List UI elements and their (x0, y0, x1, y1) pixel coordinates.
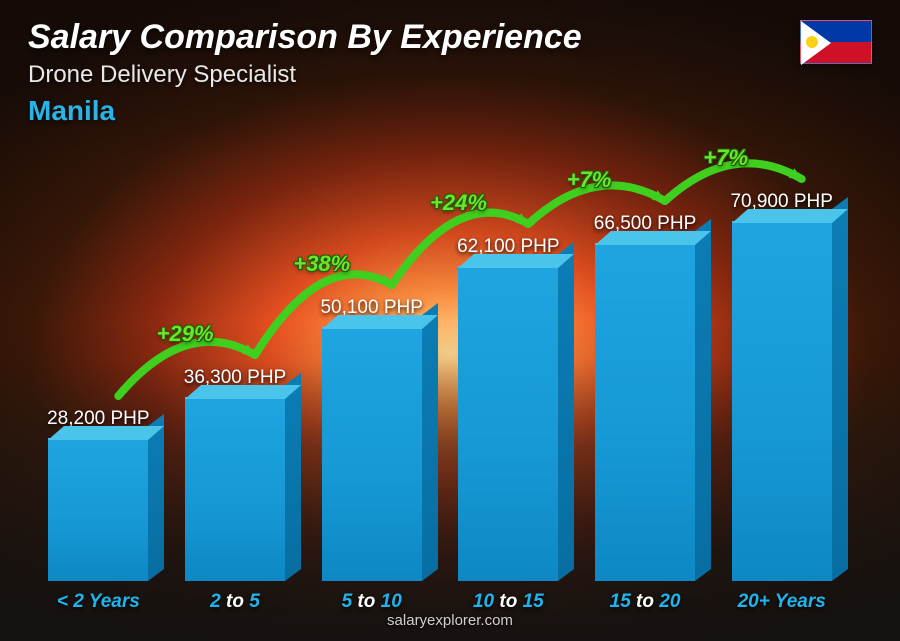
bar-xlabel-3: 10 to 15 (473, 591, 544, 613)
header: Salary Comparison By Experience Drone De… (28, 18, 872, 127)
growth-arrow-4: +7% (30, 150, 850, 581)
bar-xlabel-1: 2 to 5 (210, 591, 260, 613)
footer-attribution: salaryexplorer.com (0, 612, 900, 629)
bar-xlabel-2: 5 to 10 (342, 591, 402, 613)
chart-subtitle: Drone Delivery Specialist (28, 61, 872, 89)
chart-title: Salary Comparison By Experience (28, 18, 872, 57)
flag-philippines (800, 20, 872, 64)
bar-xlabel-0: < 2 Years (57, 591, 140, 613)
flag-sun-icon (807, 37, 817, 47)
bar-xlabel-5: 20+ Years (738, 591, 826, 613)
growth-label-4: +7% (703, 145, 748, 171)
bar-xlabel-4: 15 to 20 (610, 591, 681, 613)
chart-location: Manila (28, 95, 872, 127)
bar-chart: 28,200 PHP< 2 Years36,300 PHP2 to 550,10… (30, 150, 850, 581)
